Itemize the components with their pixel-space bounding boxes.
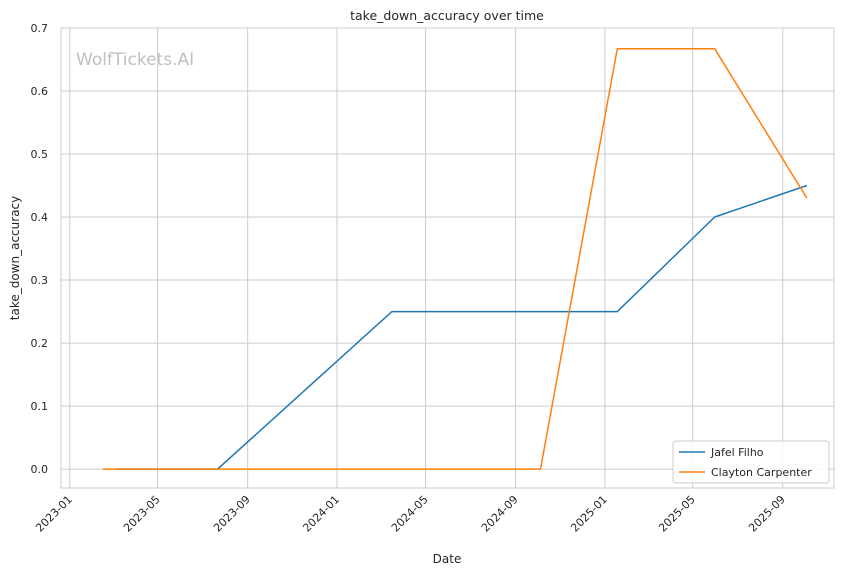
chart-title: take_down_accuracy over time — [350, 8, 544, 23]
y-tick-label: 0.4 — [31, 211, 49, 224]
y-tick-label: 0.7 — [31, 22, 49, 35]
x-axis-label: Date — [433, 552, 462, 566]
legend: Jafel Filho Clayton Carpenter — [672, 440, 830, 484]
plot-area — [60, 27, 835, 489]
x-tick-label: 2024-09 — [479, 493, 521, 535]
legend-box — [672, 440, 830, 484]
legend-label-clayton-carpenter: Clayton Carpenter — [711, 466, 812, 479]
x-gridlines — [69, 28, 784, 488]
series-lines — [102, 48, 808, 470]
x-tick-label: 2023-09 — [211, 493, 253, 535]
x-tick-label: 2025-05 — [656, 493, 698, 535]
x-tick-label: 2023-05 — [121, 493, 163, 535]
y-tick-label: 0.5 — [31, 148, 49, 161]
x-tick-label: 2024-05 — [389, 493, 431, 535]
x-tick-label: 2025-09 — [746, 493, 788, 535]
series-line-clayton-carpenter — [102, 48, 808, 470]
y-tick-label: 0.2 — [31, 337, 49, 350]
x-tick-labels: 2023-01 2023-05 2023-09 2024-01 2024-05 2024-… — [33, 493, 788, 535]
y-tick-label: 0.0 — [31, 463, 49, 476]
y-tick-label: 0.6 — [31, 85, 49, 98]
legend-label-jafel-filho: Jafel Filho — [710, 446, 764, 459]
x-tick-label: 2025-01 — [568, 493, 610, 535]
x-tick-label: 2024-01 — [300, 493, 342, 535]
x-tick-label: 2023-01 — [33, 493, 75, 535]
watermark: WolfTickets.AI — [76, 50, 194, 70]
y-tick-label: 0.1 — [31, 400, 49, 413]
y-tick-labels: 0.0 0.1 0.2 0.3 0.4 0.5 0.6 0.7 — [31, 22, 49, 476]
y-axis-label: take_down_accuracy — [8, 196, 22, 320]
y-tick-label: 0.3 — [31, 274, 49, 287]
